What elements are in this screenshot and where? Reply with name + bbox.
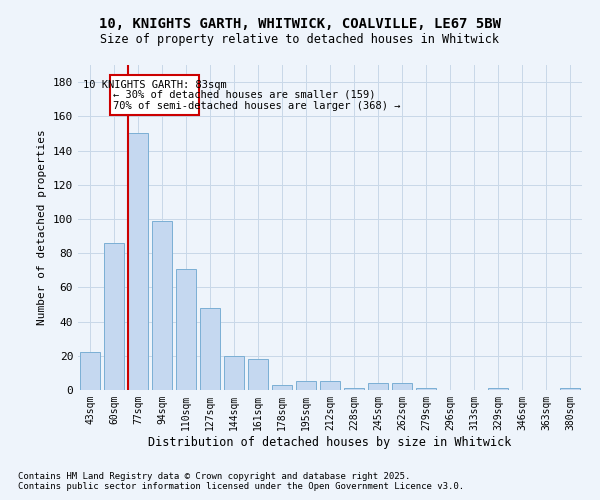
Bar xyxy=(368,383,388,390)
Bar xyxy=(488,388,508,390)
Bar xyxy=(152,220,172,390)
Text: 10, KNIGHTS GARTH, WHITWICK, COALVILLE, LE67 5BW: 10, KNIGHTS GARTH, WHITWICK, COALVILLE, … xyxy=(99,18,501,32)
Bar xyxy=(80,352,100,390)
Bar xyxy=(104,243,124,390)
Text: Contains public sector information licensed under the Open Government Licence v3: Contains public sector information licen… xyxy=(18,482,464,491)
Text: ← 30% of detached houses are smaller (159): ← 30% of detached houses are smaller (15… xyxy=(113,90,376,100)
Bar xyxy=(272,385,292,390)
Bar xyxy=(200,308,220,390)
X-axis label: Distribution of detached houses by size in Whitwick: Distribution of detached houses by size … xyxy=(148,436,512,448)
FancyBboxPatch shape xyxy=(110,76,199,114)
Bar xyxy=(320,382,340,390)
Bar xyxy=(416,388,436,390)
Bar xyxy=(224,356,244,390)
Text: 10 KNIGHTS GARTH: 83sqm: 10 KNIGHTS GARTH: 83sqm xyxy=(83,80,227,90)
Bar xyxy=(128,134,148,390)
Bar xyxy=(392,383,412,390)
Text: Size of property relative to detached houses in Whitwick: Size of property relative to detached ho… xyxy=(101,32,499,46)
Bar xyxy=(176,268,196,390)
Text: Contains HM Land Registry data © Crown copyright and database right 2025.: Contains HM Land Registry data © Crown c… xyxy=(18,472,410,481)
Text: 70% of semi-detached houses are larger (368) →: 70% of semi-detached houses are larger (… xyxy=(113,101,400,111)
Bar xyxy=(344,388,364,390)
Bar xyxy=(560,388,580,390)
Y-axis label: Number of detached properties: Number of detached properties xyxy=(37,130,47,326)
Bar xyxy=(248,359,268,390)
Bar xyxy=(296,382,316,390)
